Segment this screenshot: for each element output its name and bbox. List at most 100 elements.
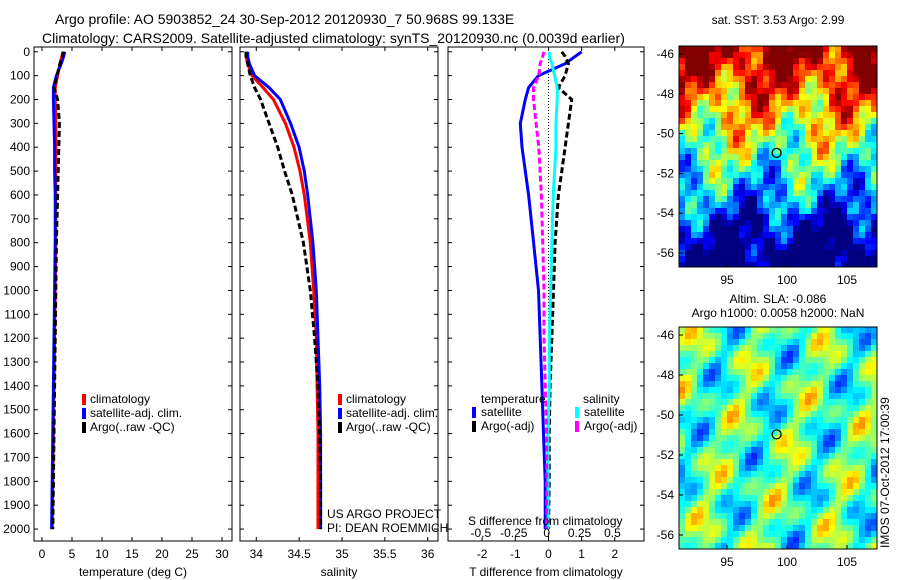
map-cell (721, 471, 727, 477)
map-cell (697, 453, 703, 459)
map-cell (763, 333, 769, 339)
map-cell (817, 447, 823, 453)
map-cell (841, 423, 847, 429)
map-cell (793, 100, 799, 106)
map-cell (805, 142, 811, 148)
map-cell (703, 214, 709, 220)
map-cell (769, 483, 775, 489)
map-cell (799, 393, 805, 399)
map-cell (751, 477, 757, 483)
map-cell (775, 136, 781, 142)
map-cell (835, 82, 841, 88)
map-cell (811, 64, 817, 70)
map-cell (781, 327, 787, 333)
map-cell (775, 142, 781, 148)
map-cell (727, 178, 733, 184)
map-cell (805, 531, 811, 537)
y-tick-label: 1600 (3, 427, 30, 441)
map-cell (775, 82, 781, 88)
map-cell (685, 483, 691, 489)
map-cell (823, 178, 829, 184)
map-cell (739, 106, 745, 112)
map-cell (787, 417, 793, 423)
map-cell (841, 142, 847, 148)
map-cell (709, 88, 715, 94)
map-cell (709, 531, 715, 537)
map-cell (793, 501, 799, 507)
map-cell (775, 58, 781, 64)
y-tick-label: 1900 (3, 498, 30, 512)
map-cell (685, 459, 691, 465)
map-cell (715, 178, 721, 184)
map-cell (805, 399, 811, 405)
map-cell (691, 70, 697, 76)
map-cell (793, 537, 799, 543)
map-cell (853, 262, 859, 267)
map-cell (715, 363, 721, 369)
map-cell (847, 465, 853, 471)
map-cell (721, 411, 727, 417)
map-cell (847, 441, 853, 447)
map-cell (709, 124, 715, 130)
map-cell (781, 106, 787, 112)
map-cell (811, 244, 817, 250)
map-cell (805, 160, 811, 166)
map-cell (775, 543, 781, 549)
map-cell (859, 333, 865, 339)
map-cell (793, 244, 799, 250)
map-cell (787, 519, 793, 525)
map-cell (841, 256, 847, 262)
map-cell (829, 160, 835, 166)
legend-label: climatology (90, 392, 150, 406)
plot-frame (33, 46, 233, 542)
x-axis-label: temperature (deg C) (79, 565, 187, 579)
map-cell (685, 399, 691, 405)
map-cell (715, 166, 721, 172)
map-cell (817, 339, 823, 345)
map-cell (751, 429, 757, 435)
map-cell (871, 435, 877, 441)
map-cell (793, 453, 799, 459)
legend-swatch (338, 408, 342, 419)
map-cell (793, 441, 799, 447)
map-cell (775, 244, 781, 250)
map-cell (841, 477, 847, 483)
map-cell (769, 220, 775, 226)
map-cell (799, 375, 805, 381)
map-cell (745, 369, 751, 375)
map-cell (727, 172, 733, 178)
map-cell (841, 483, 847, 489)
map-cell (769, 513, 775, 519)
map-cell (745, 477, 751, 483)
map-cell (721, 172, 727, 178)
map-cell (799, 124, 805, 130)
map-cell (799, 459, 805, 465)
map-cell (745, 46, 751, 52)
map-cell (865, 148, 871, 154)
map-cell (799, 435, 805, 441)
x-tick-label: 95 (720, 273, 734, 287)
map-cell (793, 148, 799, 154)
map-cell (787, 262, 793, 267)
map-cell (703, 106, 709, 112)
map-cell (781, 375, 787, 381)
map-cell (679, 519, 685, 525)
map-cell (709, 441, 715, 447)
map-cell (865, 387, 871, 393)
map-cell (739, 375, 745, 381)
map-cell (799, 489, 805, 495)
map-cell (679, 118, 685, 124)
map-cell (781, 172, 787, 178)
map-cell (859, 196, 865, 202)
map-cell (715, 202, 721, 208)
map-cell (817, 88, 823, 94)
map-cell (751, 435, 757, 441)
x-tick-label: 0 (39, 547, 46, 561)
map-cell (817, 459, 823, 465)
map-cell (853, 363, 859, 369)
map-cell (793, 393, 799, 399)
map-cell (793, 465, 799, 471)
map-cell (781, 130, 787, 136)
map-cell (817, 381, 823, 387)
map-cell (841, 411, 847, 417)
